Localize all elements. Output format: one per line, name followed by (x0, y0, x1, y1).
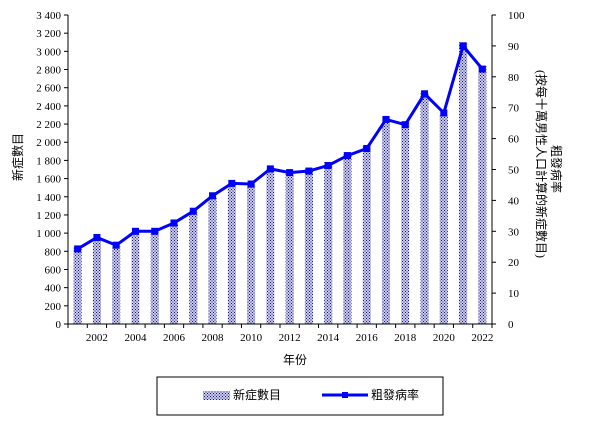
x-tick-label: 2018 (394, 332, 417, 344)
bar (304, 169, 313, 324)
bar (208, 196, 217, 324)
y-tick-label: 400 (45, 283, 62, 295)
rate-line (76, 42, 484, 251)
rate-point (324, 161, 332, 169)
y-tick-label: 3 400 (36, 10, 61, 22)
y2-tick-label: 70 (508, 103, 520, 115)
rate-point (189, 207, 197, 215)
bar (131, 232, 140, 324)
y2-axis-label-line2: (按每十萬男性人口計算的新症數目) (534, 70, 549, 258)
bar (459, 42, 468, 324)
x-tick-label: 2020 (433, 332, 456, 344)
rate-point (93, 233, 101, 241)
rate-point (209, 192, 217, 200)
x-tick-label: 2016 (356, 332, 379, 344)
y2-tick-label: 100 (508, 10, 525, 22)
bar (420, 93, 429, 325)
bar (439, 114, 448, 325)
bar-series (73, 42, 487, 325)
rate-point (74, 245, 82, 253)
legend-line-label: 粗發病率 (371, 387, 419, 402)
rate-point (382, 115, 390, 123)
y-tick-label: 2 200 (36, 119, 61, 131)
y-tick-label: 1 400 (36, 192, 61, 204)
y2-tick-label: 0 (508, 319, 514, 331)
x-tick-label: 2012 (279, 332, 301, 344)
rate-point (459, 42, 467, 50)
x-axis-label: 年份 (283, 353, 307, 367)
x-tick-label: 2008 (202, 332, 225, 344)
rate-point (151, 227, 159, 235)
y-tick-label: 3 200 (36, 28, 61, 40)
y2-tick-label: 30 (508, 226, 520, 238)
x-tick-label: 2022 (471, 332, 493, 344)
x-tick-label: 2006 (163, 332, 186, 344)
rate-point (170, 219, 178, 227)
legend-bar-swatch (203, 391, 230, 400)
bar (285, 171, 294, 324)
y2-axis-label-line1: 粗發病率 (549, 145, 564, 193)
rate-point (266, 165, 274, 173)
x-tick-label: 2010 (240, 332, 263, 344)
y-tick-label: 600 (45, 264, 62, 276)
rate-point (421, 90, 429, 98)
bar (227, 184, 236, 324)
bar (478, 65, 487, 325)
rate-point (286, 169, 294, 177)
y2-tick-label: 90 (508, 41, 520, 53)
y-tick-label: 200 (45, 301, 62, 313)
rate-point (440, 109, 448, 117)
rate-point (305, 167, 313, 175)
y-tick-label: 1 000 (36, 228, 61, 240)
bar (189, 212, 198, 324)
legend-bar-label: 新症數目 (233, 387, 281, 402)
bar (343, 152, 352, 324)
x-tick-label: 2004 (124, 332, 147, 344)
y-tick-label: 1 800 (36, 155, 61, 167)
line-series (74, 42, 486, 253)
rate-point (401, 121, 409, 129)
y-tick-label: 2 000 (36, 137, 61, 149)
bar (247, 184, 256, 324)
legend: 新症數目 粗發病率 (156, 376, 444, 416)
y2-tick-label: 80 (508, 72, 520, 84)
y-tick-label: 2 600 (36, 83, 61, 95)
legend-line-marker (342, 392, 348, 398)
y-tick-label: 0 (56, 319, 62, 331)
bar (92, 239, 101, 324)
rate-point (247, 180, 255, 188)
bar (401, 121, 410, 324)
bar (150, 231, 159, 324)
bar (112, 245, 121, 324)
y-tick-label: 800 (45, 246, 62, 258)
y2-tick-label: 40 (508, 195, 520, 207)
bar (324, 162, 333, 324)
y-tick-label: 1 600 (36, 174, 61, 186)
bar (266, 169, 275, 324)
x-tick-label: 2002 (86, 332, 108, 344)
y-axis-label: 新症數目 (10, 133, 25, 181)
bar (169, 224, 179, 324)
y2-tick-label: 10 (508, 288, 520, 300)
bar (381, 116, 391, 324)
y-tick-label: 2 800 (36, 65, 61, 77)
rate-point (478, 65, 486, 73)
y-tick-label: 2 400 (36, 101, 61, 113)
axis-labels: 年份 新症數目 粗發病率 (按每十萬男性人口計算的新症數目) (10, 70, 564, 367)
y2-tick-label: 60 (508, 134, 520, 146)
x-tick-label: 2014 (317, 332, 340, 344)
rate-point (363, 144, 371, 152)
y-tick-label: 3 000 (36, 46, 61, 58)
y2-tick-label: 20 (508, 257, 520, 269)
rate-point (228, 179, 236, 187)
bar (362, 145, 371, 324)
y2-tick-label: 50 (508, 165, 520, 177)
rate-point (343, 152, 351, 160)
bar (73, 247, 82, 324)
rate-point (131, 227, 139, 235)
y-tick-label: 1 200 (36, 210, 61, 222)
rate-point (112, 241, 120, 249)
